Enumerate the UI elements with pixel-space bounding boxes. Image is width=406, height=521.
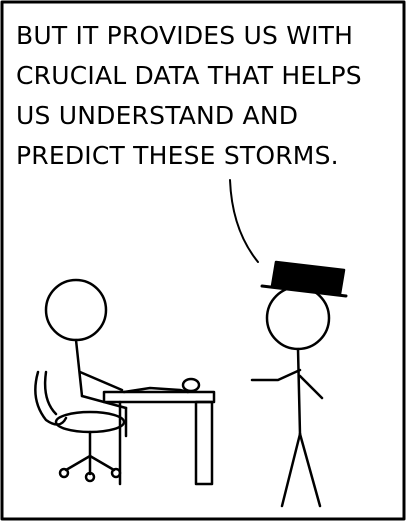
speech-line-4: PREDICT THESE STORMS. xyxy=(16,141,339,170)
desk xyxy=(102,377,216,486)
office-chair xyxy=(34,370,126,483)
hat-figure xyxy=(250,260,348,508)
speech-line-2: CRUCIAL DATA THAT HELPS xyxy=(16,61,362,90)
speech-line-1: BUT IT PROVIDES US WITH xyxy=(16,21,354,50)
speech-tail xyxy=(229,179,259,263)
speech-balloon: BUT IT PROVIDES US WITH CRUCIAL DATA THA… xyxy=(16,16,396,176)
top-hat xyxy=(270,260,346,296)
speech-line-3: US UNDERSTAND AND xyxy=(16,101,299,130)
